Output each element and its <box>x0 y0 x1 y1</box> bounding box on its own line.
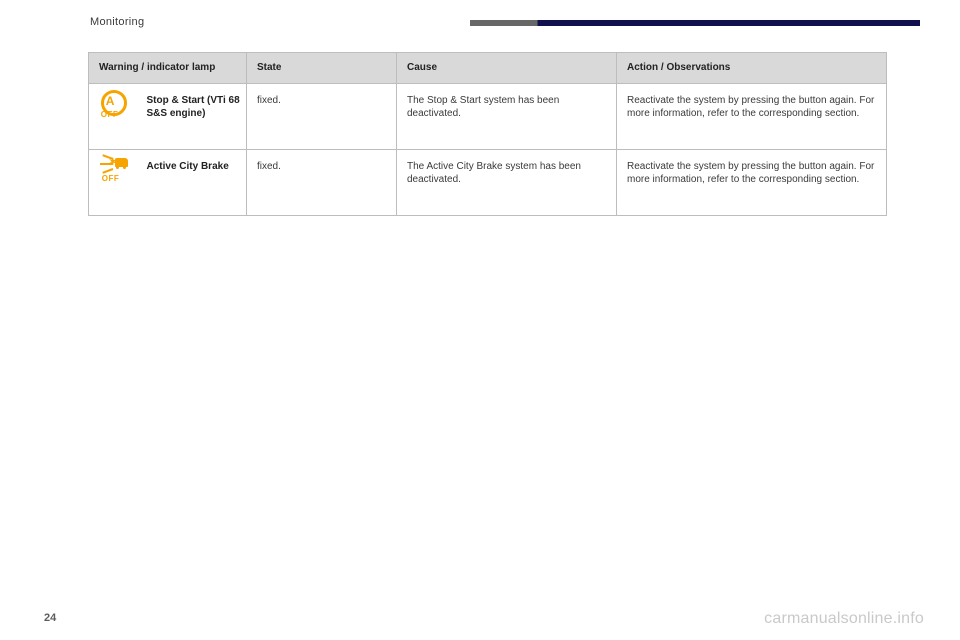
col-header-cause: Cause <box>397 53 617 84</box>
watermark: carmanualsonline.info <box>764 610 924 628</box>
col-header-lamp: Warning / indicator lamp <box>89 53 247 84</box>
table-header-row: Warning / indicator lamp State Cause Act… <box>89 53 887 84</box>
lamp-name: Active City Brake <box>137 149 247 215</box>
lamp-cause: The Stop & Start system has been deactiv… <box>397 83 617 149</box>
indicator-table: Warning / indicator lamp State Cause Act… <box>88 52 887 216</box>
section-title: Monitoring <box>90 16 144 28</box>
stop-start-off-icon: A OFF <box>98 90 128 120</box>
indicator-table-wrap: Warning / indicator lamp State Cause Act… <box>88 52 886 216</box>
active-city-brake-off-icon: ✶ OFF <box>96 156 130 186</box>
lamp-action: Reactivate the system by pressing the bu… <box>617 83 887 149</box>
col-header-state: State <box>247 53 397 84</box>
lamp-icon-cell: ✶ OFF <box>89 149 137 215</box>
col-header-action: Action / Observations <box>617 53 887 84</box>
lamp-cause: The Active City Brake system has been de… <box>397 149 617 215</box>
lamp-name: Stop & Start (VTi 68 S&S engine) <box>137 83 247 149</box>
lamp-state: fixed. <box>247 149 397 215</box>
lamp-action: Reactivate the system by pressing the bu… <box>617 149 887 215</box>
lamp-icon-cell: A OFF <box>89 83 137 149</box>
table-row: A OFF Stop & Start (VTi 68 S&S engine) f… <box>89 83 887 149</box>
page-number: 24 <box>44 612 56 624</box>
top-rule-decor <box>470 20 920 26</box>
table-row: ✶ OFF Active City Brake fixed. The Activ… <box>89 149 887 215</box>
lamp-state: fixed. <box>247 83 397 149</box>
